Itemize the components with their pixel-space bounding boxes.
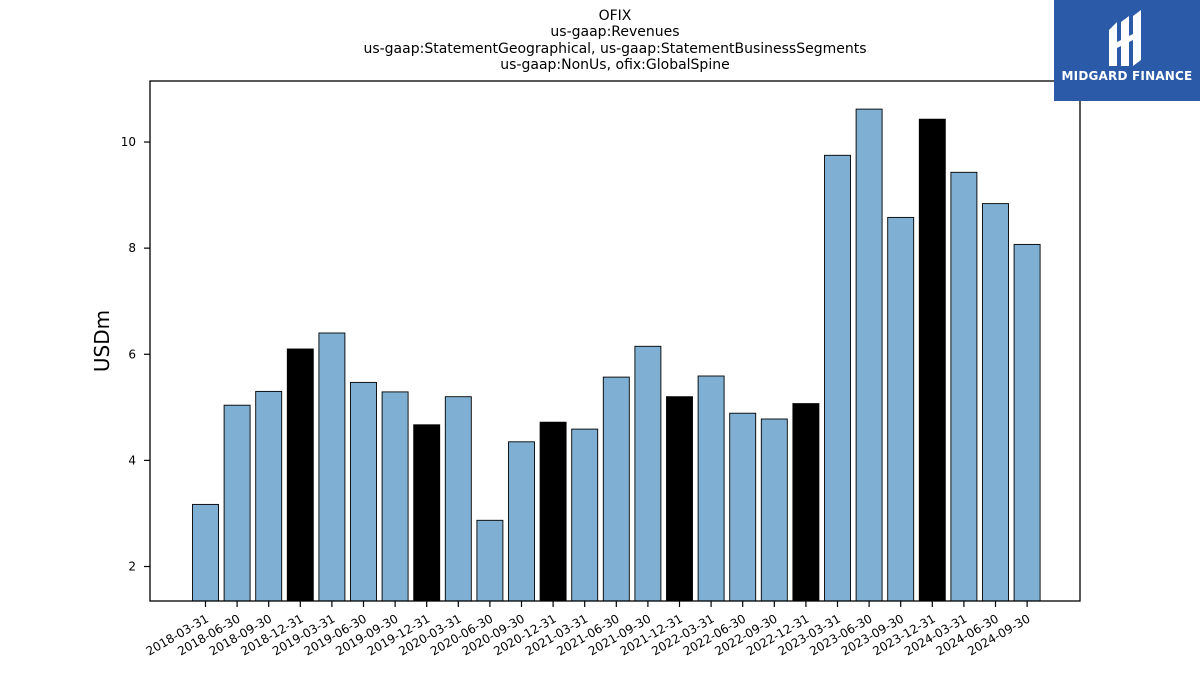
y-tick-label: 6	[128, 347, 136, 361]
bar	[887, 216, 915, 602]
chart-title-line-1: OFIX	[599, 8, 632, 24]
bar	[539, 421, 567, 602]
bar	[666, 396, 693, 602]
bar	[223, 404, 251, 602]
y-tick-label: 4	[128, 453, 136, 467]
plot-frame	[149, 80, 1081, 602]
logo-mark-icon	[1109, 10, 1141, 66]
logo-text: MIDGARD FINANCE	[1061, 69, 1193, 83]
bar	[634, 345, 662, 602]
y-axis-ticks: 2 4 6 8 10	[121, 135, 150, 574]
bar	[413, 424, 441, 602]
chart-title-line-3: us-gaap:StatementGeographical, us-gaap:S…	[363, 41, 866, 57]
y-axis-label: USDm	[90, 310, 114, 372]
bar	[444, 396, 472, 602]
chart-title-line-4: us-gaap:NonUs, ofix:GlobalSpine	[500, 57, 729, 73]
bar	[508, 441, 535, 602]
bar	[255, 390, 283, 602]
bar	[476, 519, 504, 602]
bar	[729, 412, 757, 602]
bar-series	[192, 108, 1041, 602]
bar	[571, 428, 599, 602]
bar	[1013, 243, 1041, 602]
bar	[350, 381, 377, 602]
bar	[918, 118, 946, 602]
x-axis-ticks: 2018-03-312018-06-302018-09-302018-12-31…	[144, 601, 1033, 658]
bar	[381, 391, 409, 602]
brand-logo: MIDGARD FINANCE	[1054, 0, 1200, 101]
chart-title: OFIX us-gaap:Revenues us-gaap:StatementG…	[363, 8, 866, 73]
bar	[318, 332, 346, 602]
bar	[824, 154, 851, 602]
bar	[286, 348, 314, 602]
bar	[792, 403, 820, 602]
y-tick-label: 8	[128, 241, 136, 255]
bar	[602, 376, 630, 602]
bar	[950, 171, 978, 602]
bar	[855, 108, 883, 602]
y-tick-label: 2	[128, 560, 136, 574]
y-tick-label: 10	[121, 135, 136, 149]
bar	[697, 375, 725, 602]
bar	[760, 418, 788, 602]
bar	[982, 203, 1009, 602]
bar	[192, 503, 219, 602]
chart-title-line-2: us-gaap:Revenues	[550, 24, 679, 40]
